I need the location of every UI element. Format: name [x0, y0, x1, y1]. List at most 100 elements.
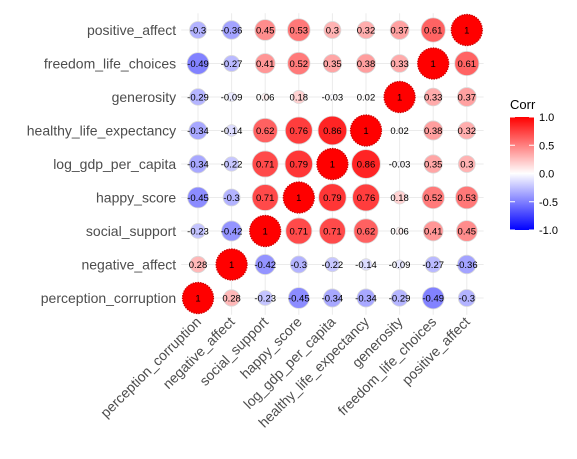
correlation-circle	[316, 147, 349, 181]
correlation-circle	[222, 289, 241, 307]
correlation-circle	[356, 20, 376, 40]
correlation-value-label: 0.35	[424, 159, 443, 170]
correlation-value-label: 0.86	[357, 159, 376, 170]
correlation-value-label: 0.18	[290, 92, 309, 103]
row-label: healthy_life_expectancy	[27, 123, 176, 139]
correlation-circle	[221, 20, 242, 40]
row-label: social_support	[86, 223, 176, 239]
correlation-circle	[352, 183, 380, 212]
correlation-value-label: 0.02	[390, 126, 409, 137]
correlation-value-label: -0.03	[322, 92, 344, 103]
correlation-value-label: 0.62	[256, 126, 275, 137]
correlation-circle	[261, 92, 270, 102]
correlation-value-label: -0.09	[221, 92, 243, 103]
correlation-value-label: 0.71	[256, 159, 275, 170]
correlation-circle	[254, 53, 276, 74]
correlation-value-label: -0.29	[187, 92, 209, 103]
correlation-value-label: -0.34	[322, 293, 344, 304]
correlation-circle	[225, 124, 238, 137]
correlation-circle	[287, 18, 311, 42]
correlation-value-label: 0.86	[323, 126, 342, 137]
correlation-value-label: -0.22	[221, 159, 243, 170]
correlation-circle	[351, 149, 381, 179]
correlation-circle	[349, 114, 383, 147]
correlation-value-label: 0.3	[460, 159, 473, 170]
correlation-circle	[221, 220, 243, 242]
correlation-value-label: 0.28	[189, 260, 208, 271]
correlation-value-label: 0.76	[290, 126, 309, 137]
correlation-circle	[257, 290, 274, 306]
correlation-circle	[189, 255, 207, 274]
correlation-circle	[395, 226, 404, 236]
correlation-value-label: -0.34	[355, 293, 377, 304]
correlation-circle	[457, 155, 476, 173]
correlation-value-label: 0.35	[323, 59, 342, 70]
correlation-value-label: 0.45	[458, 226, 477, 237]
correlation-circle	[356, 53, 376, 74]
correlation-circle	[251, 150, 279, 178]
correlation-circle	[454, 50, 480, 77]
correlation-circle	[389, 20, 410, 40]
correlation-value-label: 0.3	[326, 25, 339, 36]
correlation-value-label: 0.71	[290, 226, 309, 237]
correlation-cells: -0.3 -0.36 0.45 0.53 0.3 0.32 0.37 0.61 1 -0.49 -0…	[181, 13, 483, 315]
correlation-value-label: -0.3	[223, 193, 239, 204]
correlation-value-label: 0.38	[357, 59, 376, 70]
correlation-value-label: 0.52	[290, 59, 309, 70]
correlation-circle	[423, 87, 443, 107]
correlation-circle	[363, 94, 369, 100]
correlation-value-label: -0.36	[221, 25, 243, 36]
correlation-value-label: 0.33	[390, 59, 409, 70]
correlation-circle	[455, 185, 479, 210]
correlation-value-label: 1	[296, 193, 301, 204]
correlation-circle	[423, 120, 444, 141]
correlation-circle	[223, 55, 241, 72]
correlation-value-label: 0.28	[222, 293, 241, 304]
correlation-circle	[215, 248, 248, 281]
correlation-circle	[189, 88, 207, 106]
row-label: positive_affect	[87, 22, 176, 38]
correlation-value-label: -0.36	[456, 260, 478, 271]
correlation-value-label: 1	[229, 260, 234, 271]
correlation-circle	[318, 217, 346, 245]
row-label: log_gdp_per_capita	[53, 156, 176, 172]
correlation-value-label: -0.3	[291, 260, 307, 271]
correlation-circle	[422, 220, 444, 242]
correlation-value-label: 1	[363, 126, 368, 137]
correlation-value-label: 0.41	[256, 59, 275, 70]
row-label: freedom_life_choices	[44, 56, 176, 72]
correlation-circle	[421, 185, 445, 210]
correlation-circle	[291, 90, 306, 104]
correlation-value-label: 0.53	[290, 25, 309, 36]
legend-title: Corr	[510, 97, 536, 112]
correlation-circle	[284, 149, 313, 179]
correlation-value-label: 0.02	[357, 92, 376, 103]
correlation-circle	[457, 289, 476, 307]
correlation-circle	[394, 259, 405, 270]
correlation-circle	[318, 183, 347, 212]
correlation-value-label: 0.62	[357, 226, 376, 237]
correlation-circle	[190, 223, 206, 239]
correlation-value-label: 0.61	[424, 25, 443, 36]
correlation-value-label: -0.3	[190, 25, 206, 36]
correlation-circle	[383, 80, 416, 114]
correlation-circle	[189, 21, 207, 39]
correlation-circle	[251, 184, 279, 211]
correlation-circle	[417, 47, 450, 80]
legend-tick-label: -0.5	[539, 197, 558, 209]
correlation-circle	[287, 51, 311, 76]
correlation-circle	[329, 93, 336, 101]
correlation-value-label: -0.34	[187, 159, 209, 170]
correlation-value-label: 1	[330, 159, 335, 170]
row-label: perception_corruption	[41, 290, 176, 306]
correlation-circle	[323, 21, 342, 39]
correlation-circle	[226, 91, 237, 103]
correlation-value-label: 0.33	[424, 92, 443, 103]
correlation-value-label: 0.38	[424, 126, 443, 137]
correlation-value-label: 0.18	[390, 193, 409, 204]
correlation-circle	[254, 19, 276, 41]
correlation-value-label: -0.23	[187, 226, 209, 237]
correlation-circle	[188, 121, 208, 140]
correlation-circle	[249, 214, 282, 248]
correlation-circle	[356, 288, 376, 308]
